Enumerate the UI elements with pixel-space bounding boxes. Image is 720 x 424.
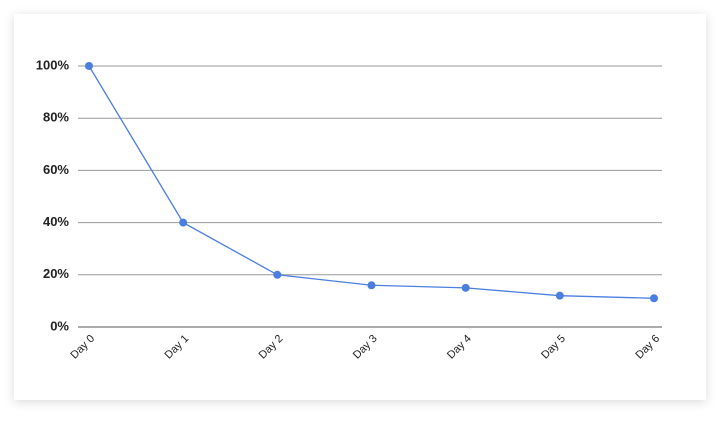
- y-tick-label: 20%: [43, 266, 69, 281]
- x-tick-label: Day 6: [633, 333, 662, 362]
- data-point: [179, 218, 188, 227]
- data-point: [367, 281, 376, 290]
- y-tick-label: 60%: [43, 162, 69, 177]
- y-tick-label: 0%: [50, 318, 69, 333]
- series-line: [88, 65, 655, 299]
- x-tick-label: Day 5: [539, 333, 568, 362]
- x-tick-label: Day 1: [163, 333, 192, 362]
- x-tick-label: Day 2: [257, 333, 286, 362]
- x-tick-label: Day 0: [68, 333, 97, 362]
- y-tick-label: 40%: [43, 214, 69, 229]
- y-tick-label: 100%: [36, 57, 70, 72]
- data-point: [85, 62, 93, 70]
- y-tick-label: 80%: [43, 110, 69, 125]
- data-point: [461, 283, 470, 292]
- data-point: [273, 270, 282, 279]
- data-point: [555, 291, 564, 300]
- x-tick-label: Day 3: [351, 333, 380, 362]
- data-point: [650, 294, 658, 303]
- x-tick-label: Day 4: [445, 333, 474, 362]
- card: [14, 14, 706, 400]
